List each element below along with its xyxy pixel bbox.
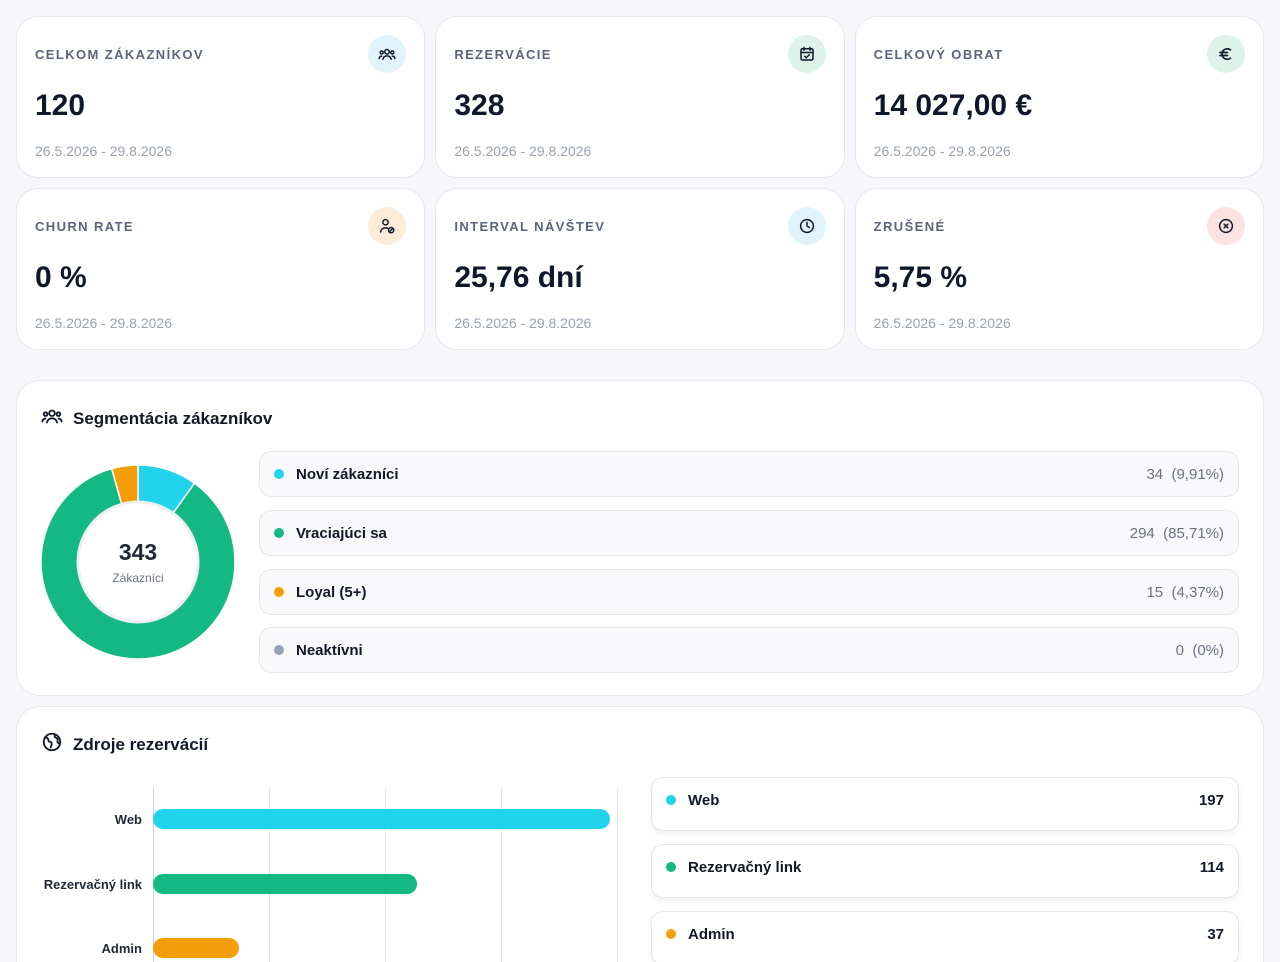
legend-dot [274, 645, 284, 655]
segment-count: 34 [1146, 465, 1164, 483]
segment-value: 294 (85,71%) [1130, 525, 1224, 542]
panel-title-text: Zdroje rezervácií [73, 734, 209, 754]
stat-label: REZERVÁCIE [454, 47, 552, 62]
stat-value: 5,75 % [873, 261, 968, 294]
stat-value: 25,76 dní [454, 261, 583, 294]
globe-icon [41, 731, 63, 758]
segment-percent: (4,37%) [1171, 583, 1224, 601]
source-name: Rezervačný link [688, 859, 802, 876]
legend-dot [274, 587, 284, 597]
stat-card-customers[interactable]: CELKOM ZÁKAZNÍKOV 120 26.5.2026 - 29.8.2… [16, 16, 426, 178]
bar-3[interactable] [153, 938, 239, 958]
stat-value: 120 [35, 89, 86, 122]
source-value: 197 [1198, 792, 1224, 809]
sources-bar-chart: Web Rezervačný link Admin [17, 707, 647, 962]
sources-title: Zdroje rezervácií [41, 731, 208, 758]
source-row-admin[interactable]: Admin 37 [651, 911, 1239, 962]
grid-line [501, 787, 502, 962]
stat-date-range: 26.5.2026 - 29.8.2026 [35, 315, 173, 331]
bar-1[interactable] [153, 809, 611, 829]
stat-value: 0 % [35, 261, 87, 294]
segment-value: 34 (9,91%) [1146, 466, 1224, 483]
sources-panel: Zdroje rezervácií Web Rezervačný link Ad… [16, 706, 1264, 962]
segment-percent: (85,71%) [1163, 524, 1224, 542]
legend-dot [666, 862, 676, 872]
source-name: Admin [688, 926, 735, 943]
stat-date-range: 26.5.2026 - 29.8.2026 [35, 143, 173, 159]
legend-dot [666, 795, 676, 805]
source-name: Web [688, 792, 720, 809]
grid-line [617, 787, 618, 962]
stat-value: 14 027,00 € [873, 89, 1033, 122]
segment-row-loyal[interactable]: Loyal (5+) 15 (4,37%) [259, 569, 1239, 615]
user-off-icon [368, 207, 407, 245]
legend-dot [666, 929, 676, 939]
segment-row-new[interactable]: Noví zákazníci 34 (9,91%) [259, 451, 1239, 497]
stat-label: ZRUŠENÉ [873, 219, 946, 234]
donut-center [76, 500, 200, 624]
stat-label: CELKOM ZÁKAZNÍKOV [35, 47, 204, 62]
panel-title-text: Segmentácia zákazníkov [73, 408, 273, 428]
legend-dot [274, 469, 284, 479]
segment-name: Neaktívni [296, 641, 363, 659]
users-icon [368, 35, 407, 73]
bar-label: Rezervačný link [43, 877, 142, 892]
segment-percent: (9,91%) [1171, 465, 1224, 483]
users-icon [41, 405, 63, 432]
source-value: 37 [1207, 926, 1224, 943]
segment-count: 15 [1146, 583, 1164, 601]
stat-value: 328 [454, 89, 505, 122]
segment-count: 0 [1175, 641, 1184, 659]
segment-name: Noví zákazníci [296, 465, 399, 483]
source-value: 114 [1199, 859, 1224, 876]
bar-label: Admin [101, 941, 142, 956]
segment-name: Vraciajúci sa [296, 524, 387, 542]
stat-label: CELKOVÝ OBRAT [873, 47, 1004, 62]
calendar-check-icon [787, 35, 826, 73]
stat-card-visit-interval[interactable]: INTERVAL NÁVŠTEV 25,76 dní 26.5.2026 - 2… [435, 188, 845, 350]
segment-name: Loyal (5+) [296, 583, 367, 601]
segment-value: 0 (0%) [1176, 642, 1224, 659]
source-row-reservation-link[interactable]: Rezervačný link 114 [651, 844, 1239, 898]
stat-label: CHURN RATE [35, 219, 134, 234]
donut-label: Zákazníci [112, 571, 163, 585]
donut-total: 343 [119, 539, 157, 565]
source-row-web[interactable]: Web 197 [651, 777, 1239, 831]
stat-card-revenue[interactable]: CELKOVÝ OBRAT 14 027,00 € 26.5.2026 - 29… [854, 16, 1264, 178]
stat-card-churn-rate[interactable]: CHURN RATE 0 % 26.5.2026 - 29.8.2026 [16, 188, 426, 350]
stat-label: INTERVAL NÁVŠTEV [454, 219, 606, 234]
clock-icon [787, 207, 826, 245]
segment-row-returning[interactable]: Vraciajúci sa 294 (85,71%) [259, 510, 1239, 556]
segment-value: 15 (4,37%) [1146, 584, 1224, 601]
stat-date-range: 26.5.2026 - 29.8.2026 [873, 315, 1011, 331]
segmentation-donut-chart: 343 Zákazníci [41, 465, 235, 659]
bar-label: Web [114, 812, 142, 827]
x-circle-icon [1207, 207, 1245, 245]
legend-dot [274, 528, 284, 538]
euro-icon [1207, 35, 1245, 73]
stat-date-range: 26.5.2026 - 29.8.2026 [454, 315, 592, 331]
segmentation-title: Segmentácia zákazníkov [41, 405, 272, 432]
stat-date-range: 26.5.2026 - 29.8.2026 [873, 143, 1011, 159]
segmentation-panel: Segmentácia zákazníkov 343 Zákazníci Nov… [16, 380, 1264, 696]
segment-row-inactive[interactable]: Neaktívni 0 (0%) [259, 627, 1239, 673]
stats-grid: CELKOM ZÁKAZNÍKOV 120 26.5.2026 - 29.8.2… [16, 16, 1264, 350]
grid-line [153, 787, 154, 962]
stat-date-range: 26.5.2026 - 29.8.2026 [454, 143, 592, 159]
stat-card-reservations[interactable]: REZERVÁCIE 328 26.5.2026 - 29.8.2026 [435, 16, 845, 178]
segment-count: 294 [1129, 524, 1155, 542]
segment-percent: (0%) [1192, 641, 1224, 659]
bar-2[interactable] [153, 874, 418, 894]
stat-card-cancelled[interactable]: ZRUŠENÉ 5,75 % 26.5.2026 - 29.8.2026 [854, 188, 1264, 350]
